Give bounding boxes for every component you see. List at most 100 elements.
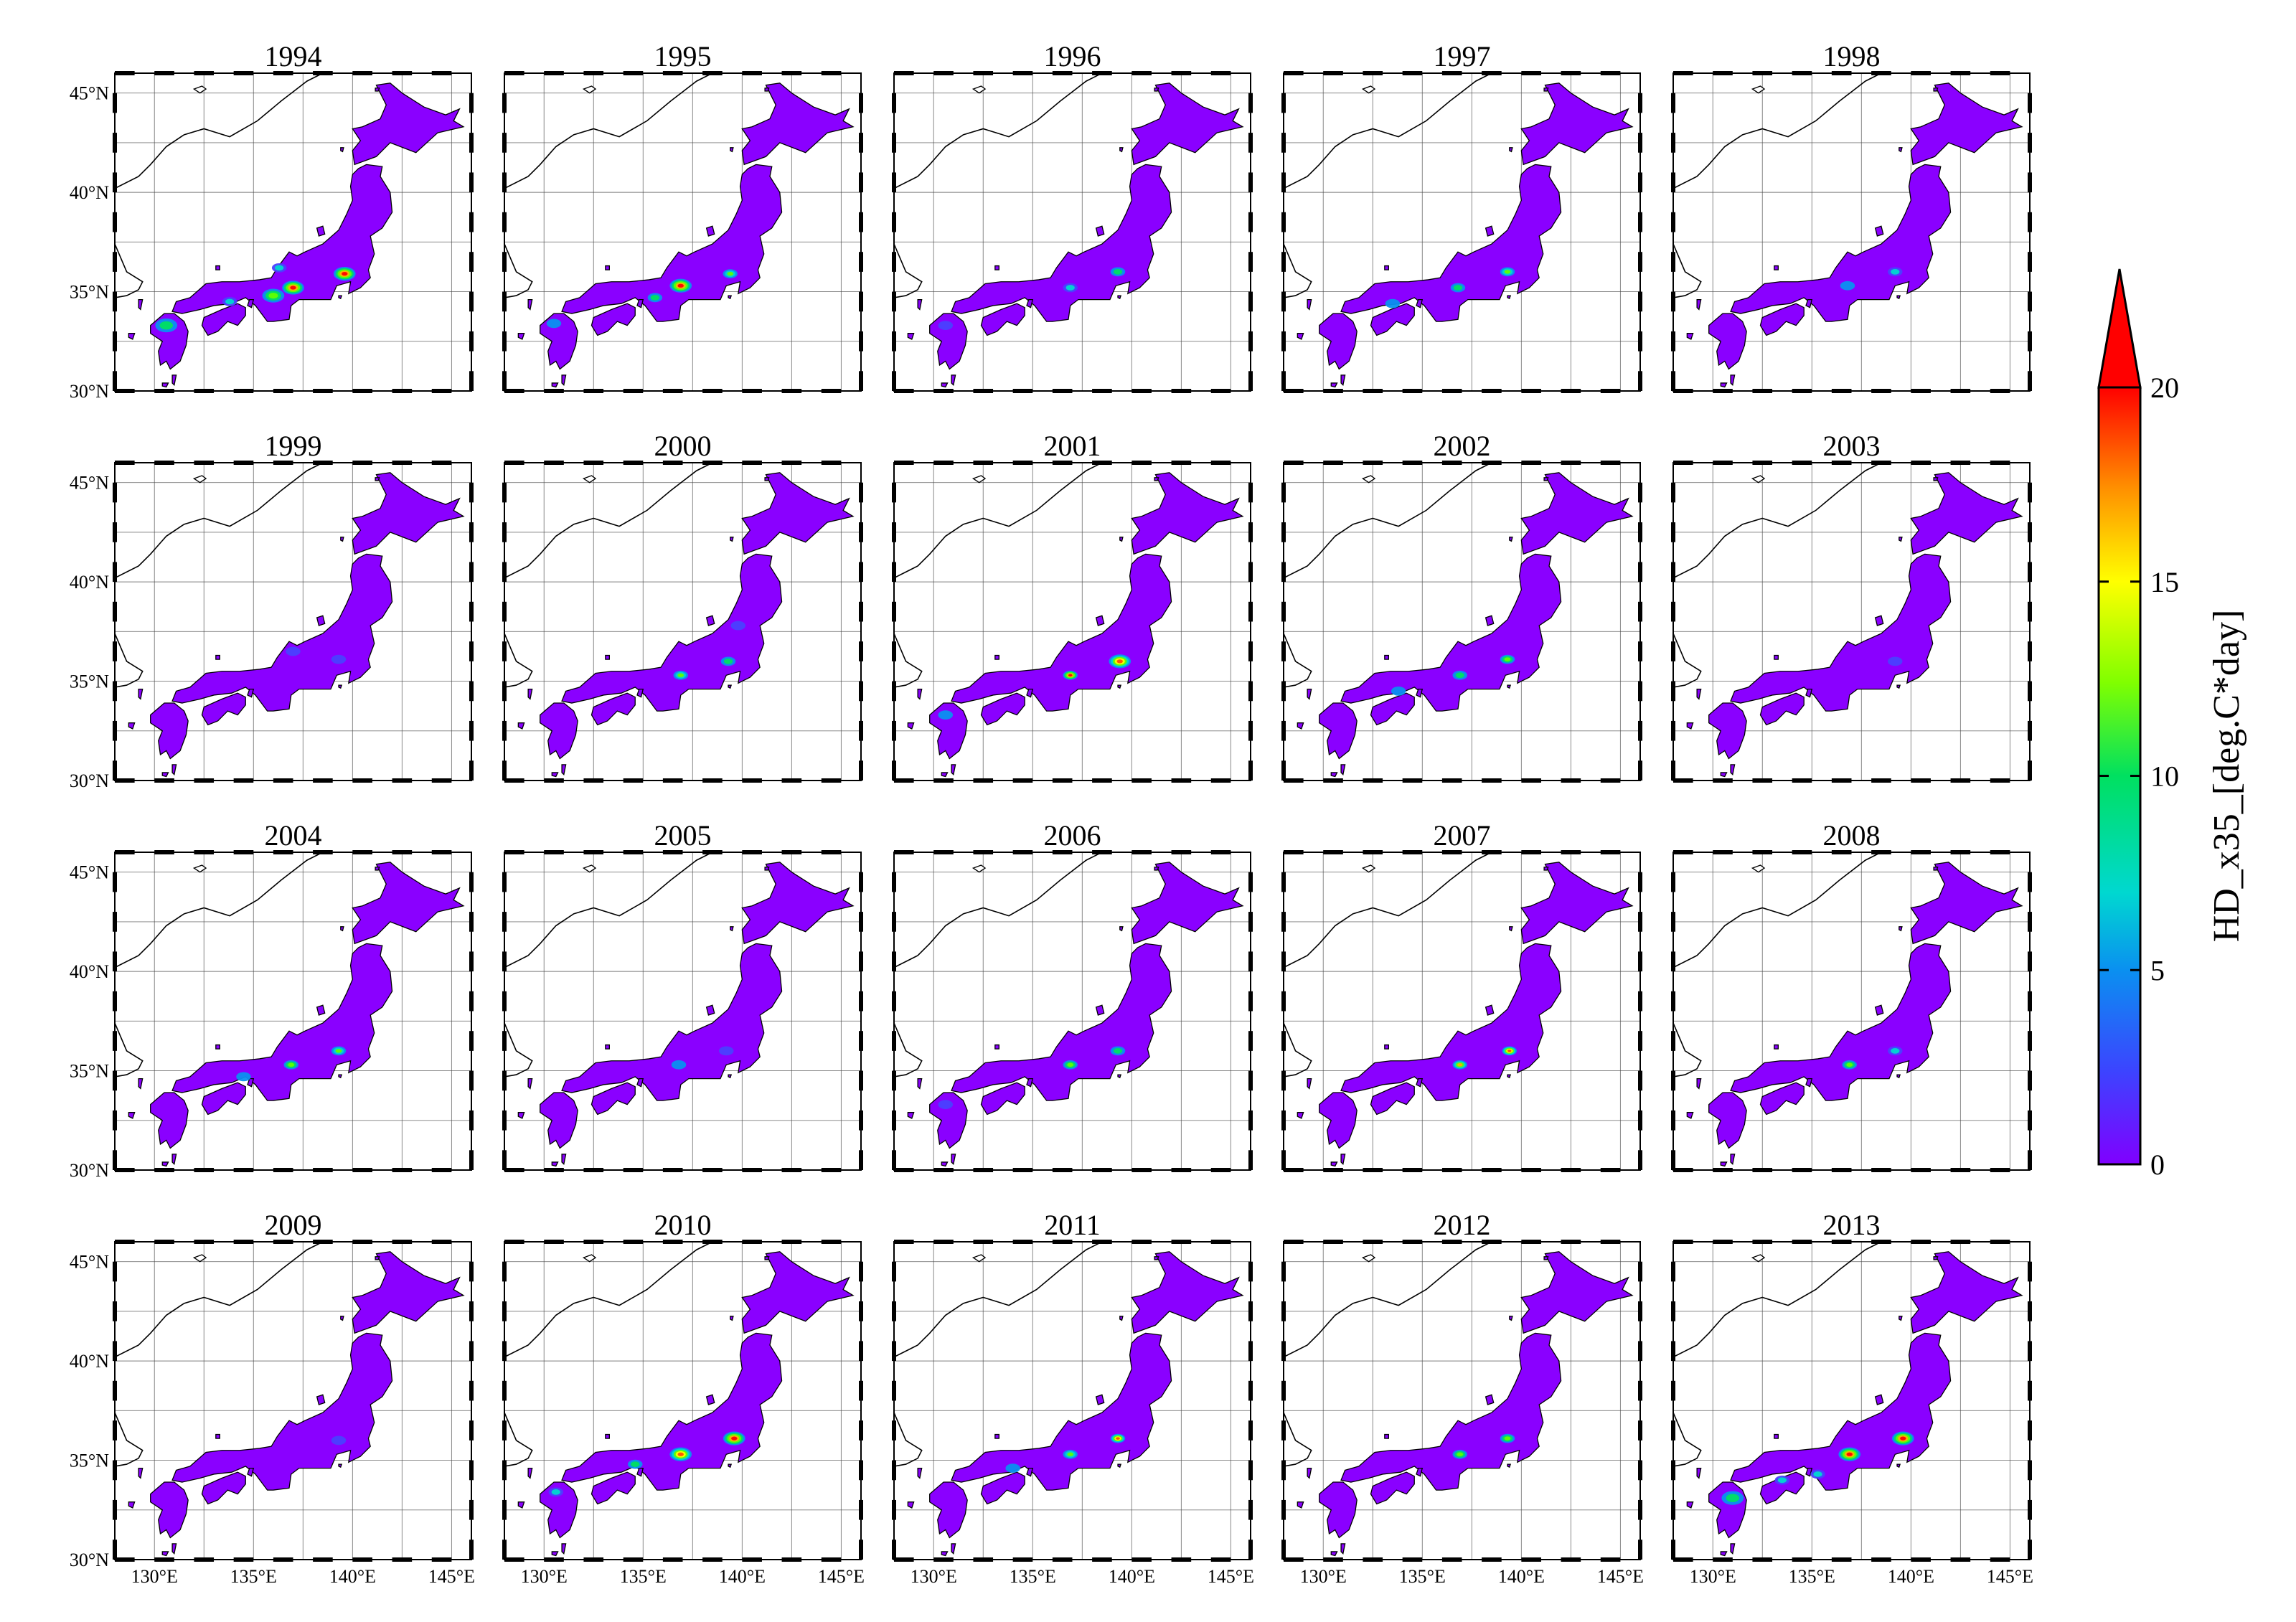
panel-title: 2006 [1044,819,1101,852]
hotspot-mark [1005,1463,1020,1474]
hotspot-mark [1504,270,1511,274]
map-frame [502,850,863,1172]
hotspot-mark [1067,1452,1074,1456]
continent-coastline [115,463,324,688]
panel-title: 2000 [654,430,712,462]
lon-tick-label: 130°E [521,1566,568,1587]
hotspot-mark [225,298,235,305]
continent-coastline [1673,852,1882,1078]
heat-hotspots [1888,656,1903,666]
map-panel-2000: 2000 [502,430,863,783]
lon-tick-label: 135°E [1789,1566,1835,1587]
heat-hotspots [1391,654,1515,696]
lat-tick-label: 30°N [70,1550,109,1570]
heat-hotspots [1721,1431,1914,1505]
map-frame [113,850,474,1172]
hotspot-mark [1116,1437,1120,1440]
hotspot-mark [551,1489,560,1495]
hotspot-mark [1726,1494,1740,1502]
map-panel-1997: 1997 [1281,40,1642,393]
heat-hotspots [1452,1433,1515,1459]
hotspot-mark [335,1049,342,1053]
hotspot-mark [938,1100,954,1110]
panel-title: 2005 [654,819,712,852]
heat-hotspots [236,1046,347,1082]
map-panel-2009: 2009 45°N 40°N 35°N 30°N 130°E 135°E 140°E 145°E [70,1209,475,1587]
hotspot-mark [1891,1048,1900,1054]
colorbar-label: HD_x35_[deg.C*day] [2206,610,2247,943]
hotspot-mark [1900,1436,1906,1441]
map-panel-2004: 2004 45°N 40°N 35°N 30°N [70,819,474,1181]
hotspot-mark [342,272,348,276]
panel-title: 1995 [654,40,712,72]
lon-tick-label: 130°E [131,1566,178,1587]
map-frame [1281,461,1642,783]
hotspot-mark [1846,1452,1853,1456]
map-frame [892,461,1253,783]
panel-title: 2012 [1434,1209,1491,1241]
hotspot-mark [1116,659,1123,664]
hotspot-mark [1067,1062,1074,1067]
heat-hotspots [671,1046,734,1070]
map-panel-2008: 2008 [1671,819,2032,1172]
continent-coastline [894,73,1103,298]
heat-hotspots [673,621,746,680]
graticule [894,73,1251,391]
map-frame [1671,71,2032,393]
panel-title: 1999 [265,430,322,462]
colorbar-tick-label: 0 [2150,1149,2165,1181]
map-frame [113,461,474,783]
heat-hotspots [546,269,738,329]
map-panel-2001: 2001 [892,430,1253,783]
lat-tick-label: 40°N [70,1351,109,1372]
hotspot-mark [275,265,284,271]
heat-hotspots [1005,1433,1126,1474]
map-frame [113,1240,474,1562]
panel-title: 1997 [1434,40,1491,72]
hotspot-mark [1504,657,1511,661]
lon-tick-label: 140°E [329,1566,376,1587]
lon-tick-label: 130°E [1300,1566,1347,1587]
lon-tick-label: 135°E [1399,1566,1446,1587]
map-panel-2007: 2007 [1281,819,1642,1172]
map-panel-2013: 2013 130°E 135°E 140°E 145°E [1671,1209,2033,1587]
graticule [1284,463,1640,781]
hotspot-mark [288,1062,295,1067]
hotspot-mark [730,621,746,631]
map-panel-2012: 2012 130°E 135°E 140°E 145°E [1281,1209,1644,1587]
panel-title: 2008 [1823,819,1881,852]
colorbar-tick-label: 15 [2150,566,2179,598]
map-panel-2011: 2011 130°E 135°E 140°E 145°E [892,1209,1254,1587]
continent-coastline [1673,1242,1882,1467]
map-panel-2003: 2003 [1671,430,2032,783]
lat-tick-label: 35°N [70,671,109,692]
hotspot-mark [1385,298,1401,308]
map-frame [1671,850,2032,1172]
map-panel-1996: 1996 [892,40,1253,393]
hotspot-mark [1065,285,1075,291]
hotspot-mark [677,673,684,677]
graticule [504,73,861,391]
hotspot-mark [677,1452,684,1456]
hotspot-mark [677,283,684,288]
map-frame [502,461,863,783]
hotspot-mark [1888,656,1903,666]
lat-tick-label: 35°N [70,282,109,303]
continent-coastline [1284,1242,1492,1467]
map-panel-1998: 1998 [1671,40,2032,393]
hotspot-mark [938,321,954,331]
heat-hotspots [938,654,1131,720]
hotspot-mark [1777,1477,1787,1484]
hotspot-mark [650,295,659,301]
map-frame [1281,850,1642,1172]
continent-coastline [1284,73,1492,298]
heat-hotspots [1840,267,1903,291]
lat-tick-label: 45°N [70,1252,109,1273]
hotspot-mark [1068,674,1073,677]
lon-tick-label: 140°E [719,1566,766,1587]
hotspot-mark [286,646,301,656]
panel-title: 2007 [1434,819,1491,852]
hotspot-mark [731,1436,738,1441]
continent-coastline [894,463,1103,688]
map-frame [502,1240,863,1562]
